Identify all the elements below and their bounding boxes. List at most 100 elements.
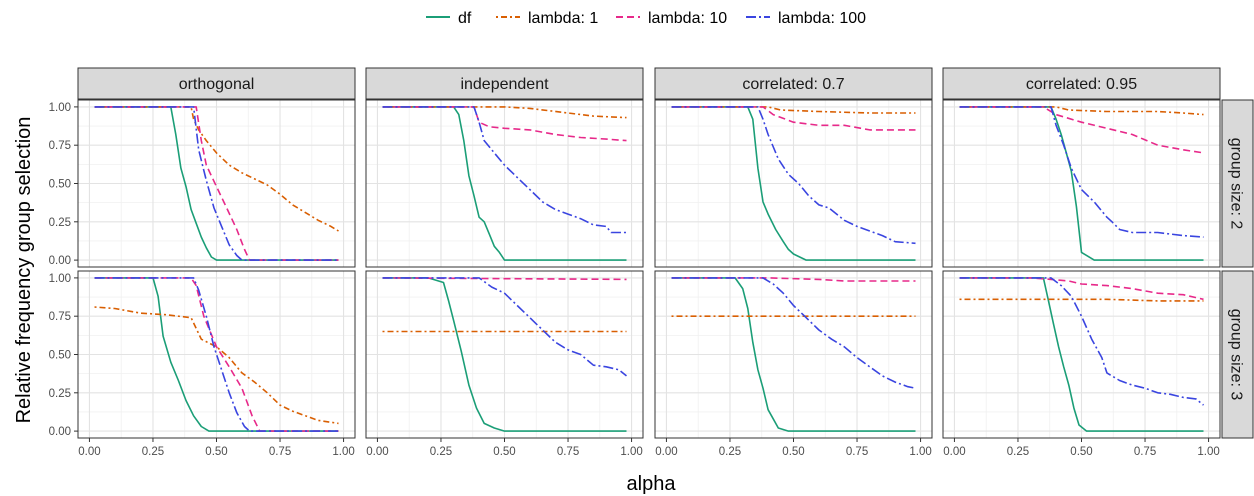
y-axis-label: Relative frequency group selection: [13, 117, 35, 424]
strip-label: group size: 2: [1228, 138, 1245, 230]
strip-column-orthogonal: orthogonal: [77, 67, 356, 100]
series-line-df: [382, 277, 627, 432]
series-line-lambda-100: [94, 277, 339, 432]
y-tick-label: 1.00: [49, 273, 71, 285]
x-tick-label: 0.25: [719, 446, 741, 458]
panel-border: [942, 99, 1221, 268]
y-axis-group-size-2: 0.00 0.25 0.50 0.75 1.00: [49, 102, 78, 267]
y-tick-label: 0.25: [49, 388, 71, 400]
strip-background: [1221, 270, 1254, 439]
legend-label-lambda-1: lambda: 1: [528, 10, 598, 27]
panel-group-size-2-correlated-0-95: [942, 99, 1221, 268]
strip-column-independent: independent: [365, 67, 644, 100]
x-axis-correlated-0-95: 0.00 0.25 0.50 0.75 1.00: [943, 438, 1220, 458]
series-line-df: [94, 277, 339, 432]
x-tick-label: 0.75: [846, 446, 868, 458]
strip-label: independent: [460, 76, 549, 93]
series-line-lambda-10: [94, 277, 339, 432]
legend-item-lambda-1: lambda: 1: [496, 10, 598, 27]
series-line-lambda-100: [671, 277, 916, 389]
series-line-lambda-100: [382, 277, 628, 377]
y-axis-group-size-3: 0.00 0.25 0.50 0.75 1.00: [49, 273, 78, 438]
facet-panels: [77, 99, 1221, 439]
strip-column-correlated-0-7: correlated: 0.7: [654, 67, 933, 100]
x-axis-independent: 0.00 0.25 0.50 0.75 1.00: [366, 438, 643, 458]
legend-item-df: df: [426, 10, 472, 27]
x-tick-label: 0.75: [269, 446, 291, 458]
x-tick-label: 1.00: [909, 446, 931, 458]
y-tick-label: 0.50: [49, 350, 71, 362]
panel-group-size-3-orthogonal: [77, 270, 356, 439]
panel-group-size-2-correlated-0-7: [654, 99, 933, 268]
y-tick-label: 0.00: [49, 255, 71, 267]
strip-background: [77, 67, 356, 100]
panel-border: [654, 99, 933, 268]
series-line-lambda-10: [382, 277, 627, 281]
series-line-lambda-1: [959, 106, 1204, 116]
series-line-lambda-100: [959, 106, 1204, 238]
series-line-lambda-1: [94, 306, 339, 425]
strip-column-correlated-0-95: correlated: 0.95: [942, 67, 1221, 100]
x-axis-correlated-0-7: 0.00 0.25 0.50 0.75 1.00: [655, 438, 932, 458]
series-line-lambda-10: [94, 106, 339, 261]
series-line-df: [94, 106, 339, 261]
series-line-df: [671, 106, 916, 261]
y-tick-label: 1.00: [49, 102, 71, 114]
strip-label: correlated: 0.95: [1026, 76, 1137, 93]
series-line-lambda-100: [94, 106, 339, 261]
x-tick-label: 0.75: [1134, 446, 1156, 458]
strip-background: [1221, 99, 1254, 268]
series-line-lambda-10: [671, 277, 916, 282]
panel-border: [365, 99, 644, 268]
strip-label: orthogonal: [179, 76, 255, 93]
x-tick-label: 0.00: [655, 446, 677, 458]
panel-group-size-3-independent: [365, 270, 644, 439]
legend-label-lambda-10: lambda: 10: [648, 10, 727, 27]
x-axes: 0.00 0.25 0.50 0.75 1.00 0.00 0.25 0.50 0.75 1.00…: [78, 438, 1220, 458]
x-axis-orthogonal: 0.00 0.25 0.50 0.75 1.00: [78, 438, 355, 458]
x-tick-label: 0.00: [366, 446, 388, 458]
series-line-lambda-1: [94, 106, 339, 232]
y-tick-label: 0.75: [49, 140, 71, 152]
strip-label: correlated: 0.7: [742, 76, 844, 93]
legend-item-lambda-10: lambda: 10: [616, 10, 727, 27]
strip-background: [654, 67, 933, 100]
x-tick-label: 0.25: [142, 446, 164, 458]
series-line-lambda-1: [382, 106, 627, 119]
legend: df lambda: 1 lambda: 10 lambda: 100: [426, 10, 866, 27]
series-line-df: [671, 277, 916, 432]
series-line-lambda-10: [959, 106, 1204, 154]
y-tick-label: 0.25: [49, 217, 71, 229]
panel-group-size-3-correlated-0-7: [654, 270, 933, 439]
x-tick-label: 0.50: [205, 446, 227, 458]
x-tick-label: 0.75: [557, 446, 579, 458]
x-tick-label: 0.50: [1070, 446, 1092, 458]
legend-label-df: df: [458, 10, 472, 27]
x-tick-label: 1.00: [620, 446, 642, 458]
facet-strips: orthogonal independent correlated: 0.7 corr…: [77, 67, 1254, 439]
series-line-lambda-100: [959, 277, 1205, 406]
x-tick-label: 0.25: [1007, 446, 1029, 458]
series-line-lambda-100: [382, 106, 627, 234]
strip-background: [365, 67, 644, 100]
legend-label-lambda-100: lambda: 100: [778, 10, 866, 27]
x-tick-label: 0.00: [78, 446, 100, 458]
y-tick-label: 0.50: [49, 179, 71, 191]
strip-label: group size: 3: [1228, 309, 1245, 401]
x-tick-label: 1.00: [1197, 446, 1219, 458]
strip-row-group-size-3: group size: 3: [1221, 270, 1254, 439]
panel-group-size-2-orthogonal: [77, 99, 356, 268]
x-tick-label: 0.00: [943, 446, 965, 458]
legend-item-lambda-100: lambda: 100: [746, 10, 866, 27]
y-tick-label: 0.00: [49, 426, 71, 438]
x-tick-label: 1.00: [332, 446, 354, 458]
y-tick-label: 0.75: [49, 311, 71, 323]
x-tick-label: 0.50: [782, 446, 804, 458]
x-axis-label: alpha: [627, 473, 677, 495]
panel-group-size-2-independent: [365, 99, 644, 268]
strip-row-group-size-2: group size: 2: [1221, 99, 1254, 268]
x-tick-label: 0.50: [493, 446, 515, 458]
series-line-df: [959, 277, 1204, 432]
panel-group-size-3-correlated-0-95: [942, 270, 1221, 439]
